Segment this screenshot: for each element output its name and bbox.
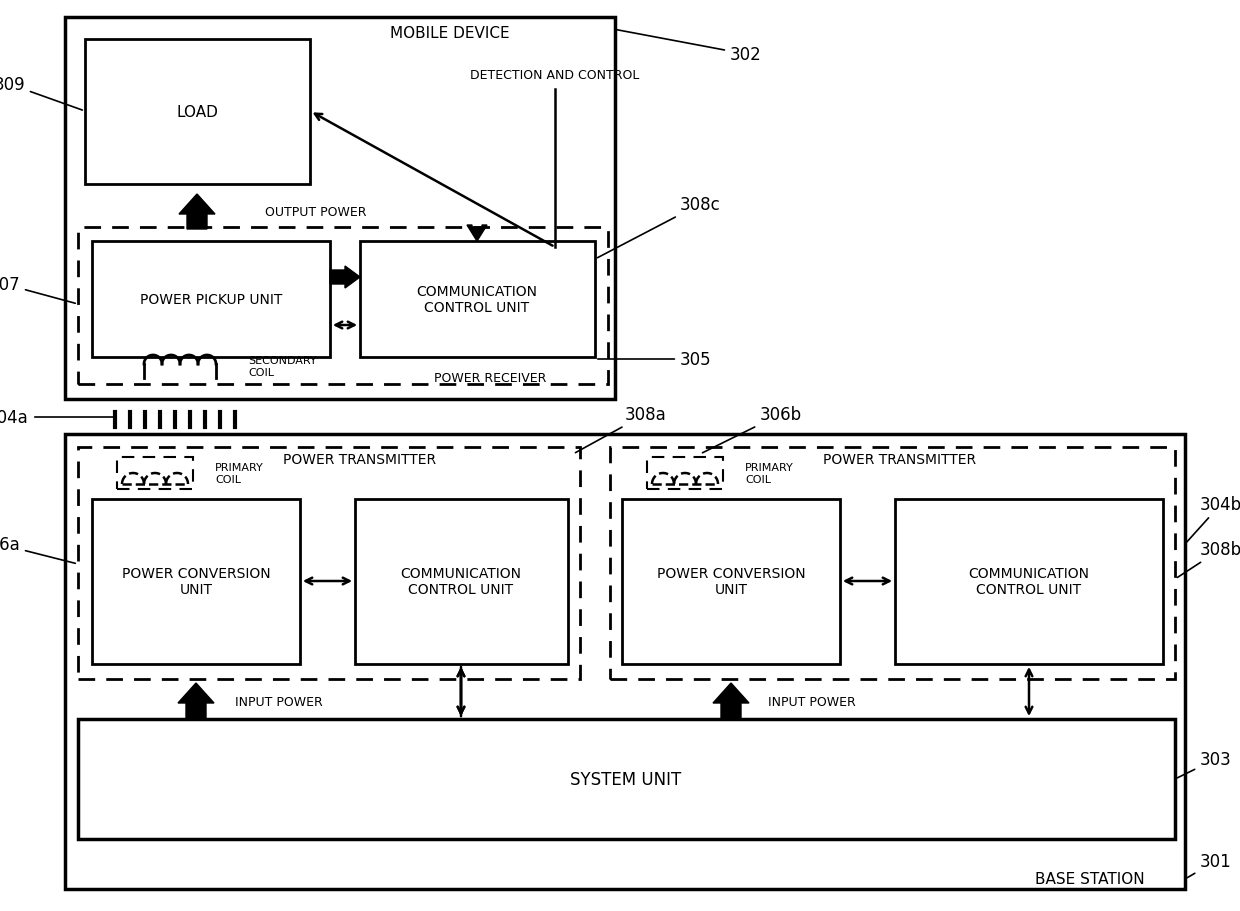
Text: PRIMARY
COIL: PRIMARY COIL [215,463,264,485]
Text: POWER TRANSMITTER: POWER TRANSMITTER [284,453,436,466]
Text: DETECTION AND CONTROL: DETECTION AND CONTROL [470,68,640,81]
Text: 308b: 308b [1177,540,1240,578]
Text: 306a: 306a [0,536,76,564]
Text: 307: 307 [0,276,76,304]
Text: 308c: 308c [598,196,720,259]
Polygon shape [713,683,749,719]
Bar [78,228,608,384]
Text: COMMUNICATION
CONTROL UNIT: COMMUNICATION CONTROL UNIT [401,567,522,597]
Bar [355,499,568,664]
Text: INPUT POWER: INPUT POWER [236,695,322,708]
Text: SECONDARY
COIL: SECONDARY COIL [248,356,316,377]
Text: POWER CONVERSION
UNIT: POWER CONVERSION UNIT [122,567,270,597]
Text: 308a: 308a [575,405,667,453]
Bar [895,499,1163,664]
Bar [78,447,580,680]
Bar [64,18,615,400]
Text: POWER PICKUP UNIT: POWER PICKUP UNIT [140,292,283,307]
Bar [647,457,723,489]
Polygon shape [179,683,215,719]
Bar [64,435,1185,889]
Bar [86,40,310,185]
Text: POWER CONVERSION
UNIT: POWER CONVERSION UNIT [657,567,805,597]
Bar [117,457,193,489]
Text: BASE STATION: BASE STATION [1035,872,1145,886]
Polygon shape [330,267,360,289]
Text: COMMUNICATION
CONTROL UNIT: COMMUNICATION CONTROL UNIT [417,284,537,315]
Text: 305: 305 [598,351,712,369]
Text: COMMUNICATION
CONTROL UNIT: COMMUNICATION CONTROL UNIT [968,567,1090,597]
Text: INPUT POWER: INPUT POWER [768,695,856,708]
Text: POWER RECEIVER: POWER RECEIVER [434,371,546,384]
Bar [622,499,839,664]
Text: MOBILE DEVICE: MOBILE DEVICE [391,26,510,40]
Bar [360,241,595,358]
Text: 301: 301 [1188,852,1231,877]
Text: 309: 309 [0,76,82,111]
Text: 303: 303 [1178,750,1231,778]
Text: 302: 302 [616,30,761,64]
Text: POWER TRANSMITTER: POWER TRANSMITTER [823,453,977,466]
Polygon shape [179,195,215,230]
Bar [610,447,1176,680]
Text: SYSTEM UNIT: SYSTEM UNIT [570,770,682,788]
Text: PRIMARY
COIL: PRIMARY COIL [745,463,794,485]
Text: 306b: 306b [703,405,802,454]
Bar [92,241,330,358]
Bar [78,719,1176,839]
Bar [92,499,300,664]
Text: 304a: 304a [0,408,29,426]
Text: LOAD: LOAD [176,105,218,119]
Text: OUTPUT POWER: OUTPUT POWER [265,205,367,219]
Text: 304b: 304b [1187,496,1240,542]
Polygon shape [467,226,487,241]
